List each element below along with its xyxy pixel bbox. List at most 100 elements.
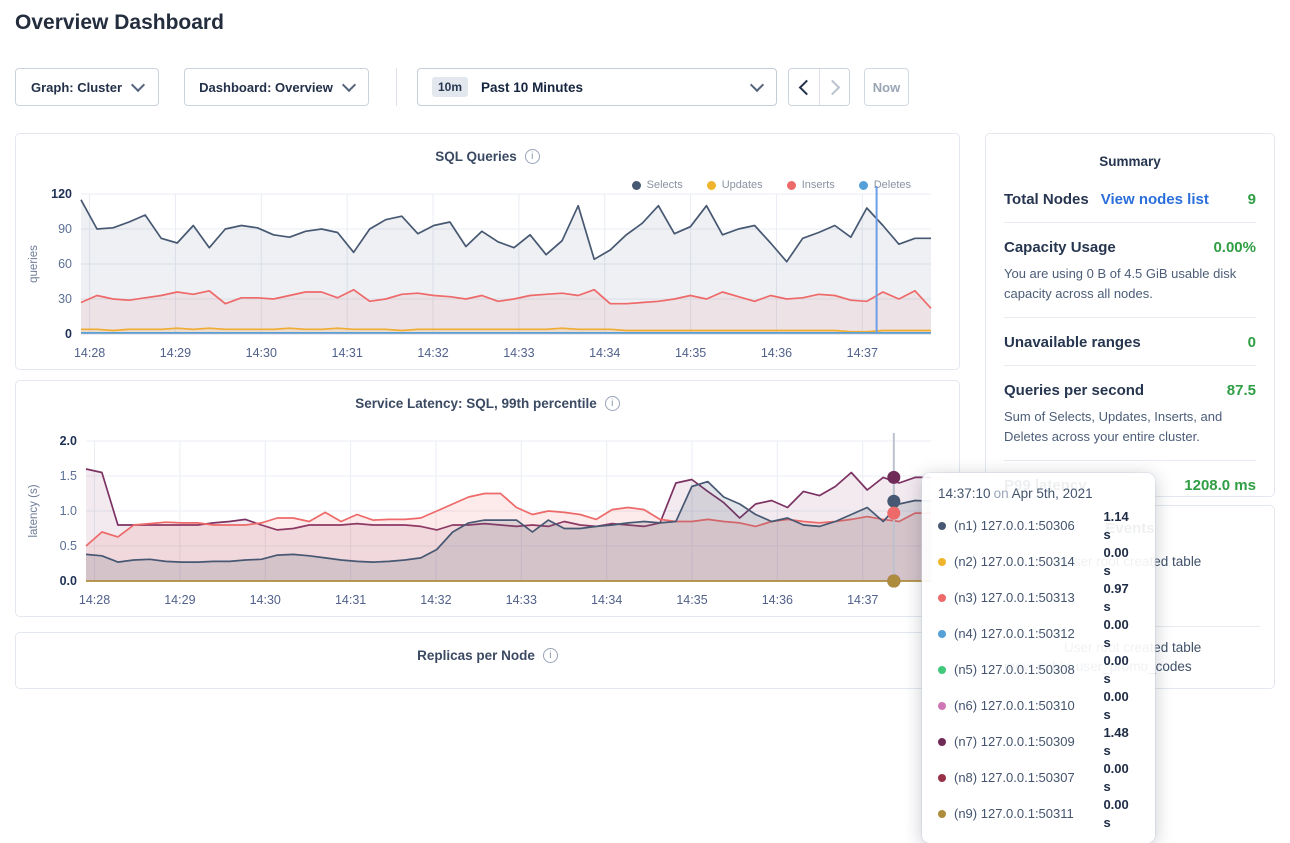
node-color-dot-icon (938, 810, 946, 818)
node-latency-value: 0.97 s (1103, 580, 1139, 616)
chevron-down-icon (131, 78, 145, 92)
summary-row-total-nodes: Total Nodes View nodes list 9 (1004, 175, 1256, 223)
node-latency-value: 0.00 s (1103, 616, 1139, 652)
toolbar: Graph: Cluster Dashboard: Overview 10m P… (15, 68, 909, 106)
svg-text:14:34: 14:34 (591, 593, 622, 607)
chevron-down-icon (342, 78, 356, 92)
svg-text:0: 0 (65, 327, 72, 341)
node-color-dot-icon (938, 594, 946, 602)
node-latency-value: 1.14 s (1103, 508, 1139, 544)
svg-text:14:35: 14:35 (675, 346, 706, 360)
sql-queries-chart[interactable]: 14:2814:2914:3014:3114:3214:3314:3414:35… (16, 180, 961, 370)
node-latency-value: 0.00 s (1103, 544, 1139, 580)
svg-text:60: 60 (58, 257, 72, 271)
info-icon[interactable]: i (543, 648, 558, 663)
svg-text:14:35: 14:35 (676, 593, 707, 607)
summary-row-queries-per-second: Queries per second 87.5 Sum of Selects, … (1004, 366, 1256, 461)
tooltip-node-row: (n6) 127.0.0.1:503100.00 s (938, 688, 1139, 724)
svg-text:14:31: 14:31 (332, 346, 363, 360)
node-color-dot-icon (938, 774, 946, 782)
tooltip-date: Apr 5th, 2021 (1012, 486, 1093, 501)
node-color-dot-icon (938, 558, 946, 566)
chart-title: Replicas per Node (417, 648, 535, 663)
node-address: (n8) 127.0.0.1:50307 (954, 769, 1103, 787)
summary-title: Summary (986, 154, 1274, 169)
chart-header: Replicas per Node i (16, 648, 959, 663)
node-latency-value: 0.00 s (1103, 652, 1139, 688)
summary-subtext: You are using 0 B of 4.5 GiB usable disk… (1004, 264, 1256, 303)
node-latency-value: 0.00 s (1103, 688, 1139, 724)
replicas-per-node-chart-card: Replicas per Node i (15, 632, 960, 689)
time-step-buttons (788, 68, 850, 106)
tooltip-node-row: (n4) 127.0.0.1:503120.00 s (938, 616, 1139, 652)
svg-text:2.0: 2.0 (60, 434, 77, 448)
svg-text:14:33: 14:33 (506, 593, 537, 607)
node-color-dot-icon (938, 666, 946, 674)
node-address: (n4) 127.0.0.1:50312 (954, 625, 1103, 643)
tooltip-node-row: (n3) 127.0.0.1:503130.97 s (938, 580, 1139, 616)
svg-text:14:30: 14:30 (250, 593, 281, 607)
node-latency-value: 0.00 s (1103, 760, 1139, 796)
now-button[interactable]: Now (864, 68, 909, 106)
toolbar-divider (396, 68, 397, 106)
node-address: (n3) 127.0.0.1:50313 (954, 589, 1103, 607)
time-forward-button[interactable] (819, 69, 849, 105)
svg-text:1.5: 1.5 (60, 469, 77, 483)
tooltip-time: 14:37:10 (938, 486, 991, 501)
node-address: (n7) 127.0.0.1:50309 (954, 733, 1103, 751)
svg-text:latency (s): latency (s) (28, 484, 40, 537)
svg-text:0.5: 0.5 (60, 539, 77, 553)
node-address: (n6) 127.0.0.1:50310 (954, 697, 1103, 715)
tooltip-node-row: (n7) 127.0.0.1:503091.48 s (938, 724, 1139, 760)
svg-text:14:34: 14:34 (589, 346, 620, 360)
summary-value: 87.5 (1227, 382, 1256, 399)
sql-queries-chart-card: SQL Queries i SelectsUpdatesInsertsDelet… (15, 133, 960, 370)
tooltip-node-row: (n5) 127.0.0.1:503080.00 s (938, 652, 1139, 688)
chart-header: Service Latency: SQL, 99th percentile i (16, 396, 959, 411)
chevron-down-icon (750, 78, 764, 92)
graph-selector-label: Graph: Cluster (31, 80, 122, 95)
summary-rows: Total Nodes View nodes list 9 Capacity U… (1004, 175, 1256, 508)
time-range-picker[interactable]: 10m Past 10 Minutes (417, 68, 777, 106)
node-address: (n1) 127.0.0.1:50306 (954, 517, 1103, 535)
svg-text:30: 30 (58, 292, 72, 306)
chart-title: Service Latency: SQL, 99th percentile (355, 396, 597, 411)
node-latency-value: 1.48 s (1103, 724, 1139, 760)
chart-header: SQL Queries i (16, 149, 959, 164)
summary-value: 0 (1248, 334, 1256, 351)
svg-text:14:28: 14:28 (79, 593, 110, 607)
page-title: Overview Dashboard (15, 11, 224, 35)
summary-label: Total Nodes (1004, 191, 1089, 208)
tooltip-node-row: (n9) 127.0.0.1:503110.00 s (938, 796, 1139, 832)
chevron-right-icon (825, 79, 841, 95)
view-nodes-list-link[interactable]: View nodes list (1101, 191, 1209, 208)
tooltip-node-rows: (n1) 127.0.0.1:503061.14 s(n2) 127.0.0.1… (938, 508, 1139, 832)
summary-subtext: Sum of Selects, Updates, Inserts, and De… (1004, 407, 1256, 446)
svg-text:14:33: 14:33 (503, 346, 534, 360)
node-color-dot-icon (938, 738, 946, 746)
chevron-left-icon (798, 79, 814, 95)
tooltip-node-row: (n2) 127.0.0.1:503140.00 s (938, 544, 1139, 580)
svg-text:14:29: 14:29 (164, 593, 195, 607)
graph-selector-dropdown[interactable]: Graph: Cluster (15, 68, 159, 106)
info-icon[interactable]: i (525, 149, 540, 164)
tooltip-timestamp: 14:37:10onApr 5th, 2021 (938, 486, 1139, 501)
node-latency-value: 0.00 s (1103, 796, 1139, 832)
svg-text:0.0: 0.0 (60, 574, 77, 588)
svg-text:14:37: 14:37 (847, 346, 878, 360)
info-icon[interactable]: i (605, 396, 620, 411)
summary-panel: Summary Total Nodes View nodes list 9 Ca… (985, 133, 1275, 497)
dashboard-selector-dropdown[interactable]: Dashboard: Overview (184, 68, 369, 106)
svg-text:queries: queries (28, 245, 40, 283)
service-latency-chart[interactable]: 14:2814:2914:3014:3114:3214:3314:3414:35… (16, 427, 961, 617)
svg-text:1.0: 1.0 (60, 504, 77, 518)
summary-label: Capacity Usage (1004, 239, 1116, 256)
node-address: (n5) 127.0.0.1:50308 (954, 661, 1103, 679)
svg-text:14:37: 14:37 (847, 593, 878, 607)
time-back-button[interactable] (789, 69, 819, 105)
svg-text:14:36: 14:36 (762, 593, 793, 607)
node-address: (n9) 127.0.0.1:50311 (954, 805, 1103, 823)
node-color-dot-icon (938, 702, 946, 710)
svg-text:14:29: 14:29 (160, 346, 191, 360)
node-address: (n2) 127.0.0.1:50314 (954, 553, 1103, 571)
